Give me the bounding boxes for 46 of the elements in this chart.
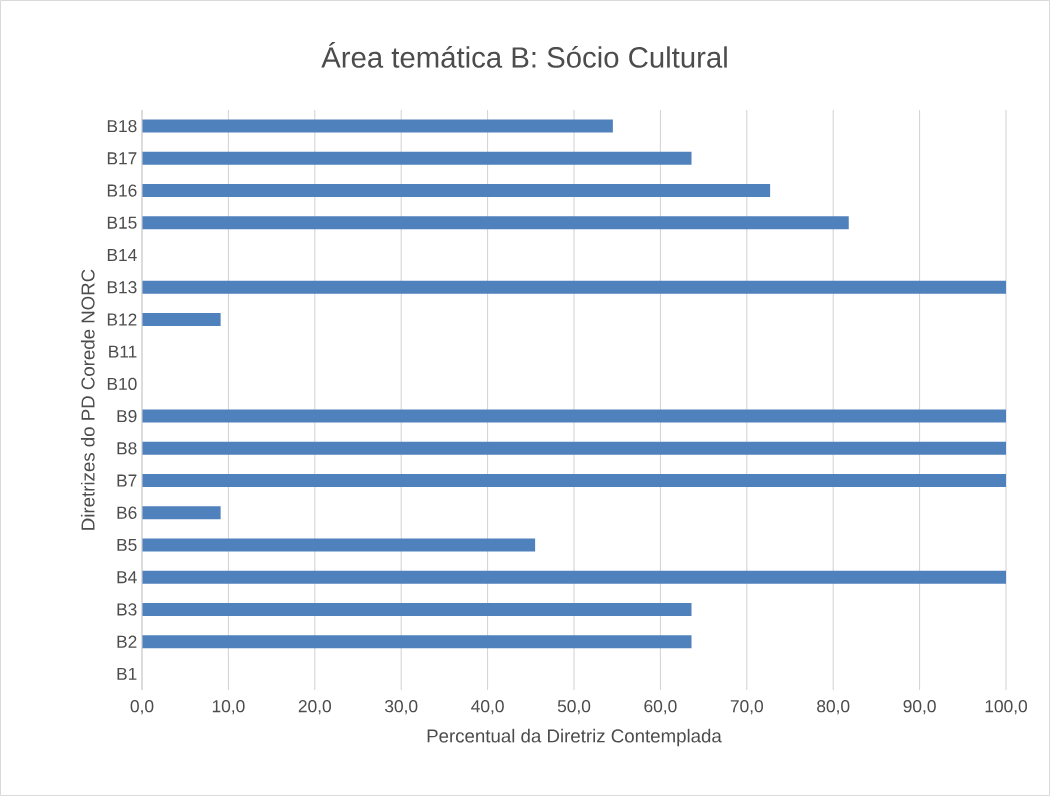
- y-tick-label: B10: [107, 377, 137, 391]
- x-tick-label: 10,0: [212, 700, 245, 715]
- chart-title: Área temática B: Sócio Cultural: [321, 42, 727, 68]
- x-tick-label: 20,0: [298, 700, 331, 715]
- bar: [142, 441, 1006, 455]
- y-tick-label: B9: [117, 409, 137, 423]
- y-axis-title: Diretrizes do PD Corede NORC: [80, 269, 95, 530]
- y-tick-label: B7: [117, 474, 137, 487]
- bar: [142, 474, 1006, 488]
- y-tick-label: B16: [107, 184, 137, 197]
- x-tick-label: 90,0: [903, 700, 936, 715]
- y-tick-label: B15: [107, 216, 137, 229]
- y-tick-label: B18: [107, 119, 137, 133]
- y-tick-label: B3: [117, 603, 137, 616]
- y-tick-label: B12: [107, 313, 137, 326]
- x-tick-label: 30,0: [385, 700, 418, 715]
- bar: [142, 119, 613, 133]
- y-tick-label: B14: [107, 249, 137, 261]
- bar: [142, 538, 536, 552]
- bar: [142, 635, 692, 649]
- y-tick-label: B4: [117, 571, 137, 584]
- y-tick-label: B8: [117, 442, 137, 455]
- x-tick-label: 60,0: [644, 700, 677, 715]
- x-tick-label: 40,0: [471, 700, 504, 715]
- bar: [142, 506, 221, 520]
- x-tick-label: 80,0: [817, 700, 850, 715]
- bar: [142, 602, 692, 616]
- y-tick-label: B6: [117, 506, 137, 519]
- y-tick-label: B1: [117, 667, 137, 680]
- bar: [142, 409, 1006, 423]
- y-tick-label: B13: [107, 281, 137, 294]
- x-tick-label: 50,0: [557, 700, 591, 715]
- y-tick-label: B5: [117, 538, 137, 552]
- bar: [142, 570, 1006, 584]
- x-tick-label: 70,0: [730, 700, 763, 715]
- x-axis-title: Percentual da Diretriz Contemplada: [427, 728, 722, 747]
- x-tick-label: 0,0: [130, 700, 154, 715]
- y-tick-label: B11: [109, 345, 137, 358]
- bar: [142, 312, 221, 326]
- y-tick-label: B17: [107, 152, 137, 165]
- bar: [142, 280, 1006, 294]
- bar: [142, 216, 849, 230]
- y-tick-label: B2: [117, 635, 137, 648]
- bar: [142, 151, 692, 165]
- bar: [142, 184, 771, 198]
- x-tick-label: 100,0: [985, 700, 1028, 715]
